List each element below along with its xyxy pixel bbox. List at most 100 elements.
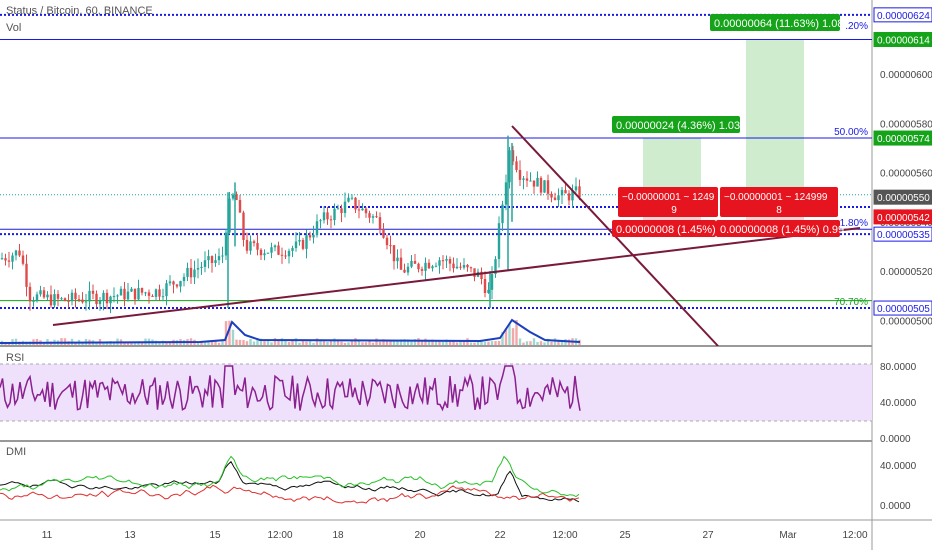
price-axis[interactable]: 0.000006000.000005800.000005600.00000540… <box>873 7 932 512</box>
candle-body <box>434 265 438 267</box>
volume-bar <box>543 342 546 345</box>
target-label-1-bg <box>612 116 740 133</box>
candle-body <box>508 150 511 183</box>
volume-bar <box>483 341 487 345</box>
candle-body <box>63 298 67 301</box>
volume-bar <box>392 340 396 345</box>
candle-body <box>392 245 396 262</box>
volume-bar <box>413 339 417 345</box>
candle-body <box>350 197 354 199</box>
volume-bar <box>273 338 277 345</box>
volume-bar <box>312 342 315 345</box>
volume-bar <box>140 342 144 345</box>
candle-body <box>469 267 473 269</box>
candle-body <box>539 177 543 193</box>
fib-level-label: 1.80% <box>840 218 868 229</box>
volume-bar <box>343 342 347 345</box>
volume-bar <box>536 341 539 345</box>
candle-body <box>56 294 60 299</box>
volume-bar <box>518 338 522 345</box>
volume-bar <box>396 341 399 345</box>
candle-body <box>126 291 130 300</box>
candle-body <box>235 194 238 200</box>
candle-body <box>280 254 284 256</box>
volume-bar <box>378 341 382 345</box>
volume-bar <box>217 342 221 345</box>
candle-body <box>336 208 340 210</box>
candle-body <box>319 220 322 222</box>
volume-bar <box>196 341 200 345</box>
candle-body <box>189 267 193 278</box>
candle-body <box>361 208 364 211</box>
volume-bar <box>375 338 378 345</box>
volume-bar <box>490 341 494 345</box>
stop-box-1-bg <box>618 187 718 217</box>
candle-body <box>424 262 427 271</box>
volume-bar <box>497 340 501 345</box>
volume-bar <box>508 324 511 345</box>
candle-body <box>116 295 119 297</box>
candle-body <box>91 290 95 294</box>
volume-bar <box>431 339 434 345</box>
candle-body <box>81 299 84 303</box>
candle-body <box>172 281 175 285</box>
fib-level-label: 70.70% <box>834 297 868 308</box>
candle-body <box>88 290 91 302</box>
volume-bar <box>42 342 46 345</box>
candle-body <box>452 263 455 269</box>
volume-ma-line <box>0 318 581 344</box>
rsi-tick-label: 80.0000 <box>880 362 917 373</box>
candle-body <box>186 267 189 277</box>
candles <box>0 135 581 314</box>
volume-bar <box>441 341 445 345</box>
time-tick-label: 22 <box>494 530 506 541</box>
volume-bar <box>291 339 294 345</box>
candle-body <box>287 250 291 257</box>
volume-bar <box>326 341 329 345</box>
candle-body <box>550 193 553 198</box>
candle-body <box>70 292 74 302</box>
candle-body <box>133 288 137 300</box>
dmi-pane <box>0 455 580 504</box>
candle-body <box>53 294 56 306</box>
volume-bar <box>200 342 203 345</box>
fib-level-label: .20% <box>845 21 868 32</box>
candle-body <box>263 253 266 256</box>
candle-body <box>238 199 242 213</box>
candle-body <box>123 288 126 300</box>
candle-body <box>532 180 536 187</box>
candle-body <box>95 293 98 305</box>
price-tick-label: 0.00000560 <box>880 169 932 180</box>
volume-bar <box>256 338 259 345</box>
candle-body <box>49 294 53 306</box>
time-tick-label: 12:00 <box>552 530 577 541</box>
price-badge-label: 0.00000542 <box>877 213 930 224</box>
volume-bar <box>123 342 126 345</box>
volume-bar <box>368 339 371 345</box>
candle-body <box>529 180 532 182</box>
candle-body <box>130 288 133 292</box>
rsi-line <box>0 365 581 412</box>
volume-bar <box>511 328 515 345</box>
volume-bar <box>476 340 480 345</box>
candle-body <box>501 204 504 224</box>
price-badge <box>873 7 932 23</box>
volume-bar <box>112 342 116 345</box>
candle-body <box>518 169 522 180</box>
candle-body <box>333 208 336 221</box>
candle-body <box>483 279 487 294</box>
volume-bar <box>235 339 238 345</box>
candle-body <box>431 266 434 269</box>
volume-bar <box>333 338 336 345</box>
volume-bar <box>245 341 249 345</box>
volume-bar <box>270 342 273 345</box>
volume-bar <box>487 341 490 345</box>
candle-body <box>270 247 273 253</box>
time-axis[interactable]: 11 13 15 12:00 18 20 22 12:00 25 27 Mar 12:00 <box>42 530 868 541</box>
candle-body <box>67 300 70 302</box>
trade-labels[interactable]: 0.00000024 (4.36%) 1.03 0.00000064 (11.63… <box>612 14 844 237</box>
candle-body <box>329 219 333 221</box>
volume-bar <box>340 341 343 345</box>
